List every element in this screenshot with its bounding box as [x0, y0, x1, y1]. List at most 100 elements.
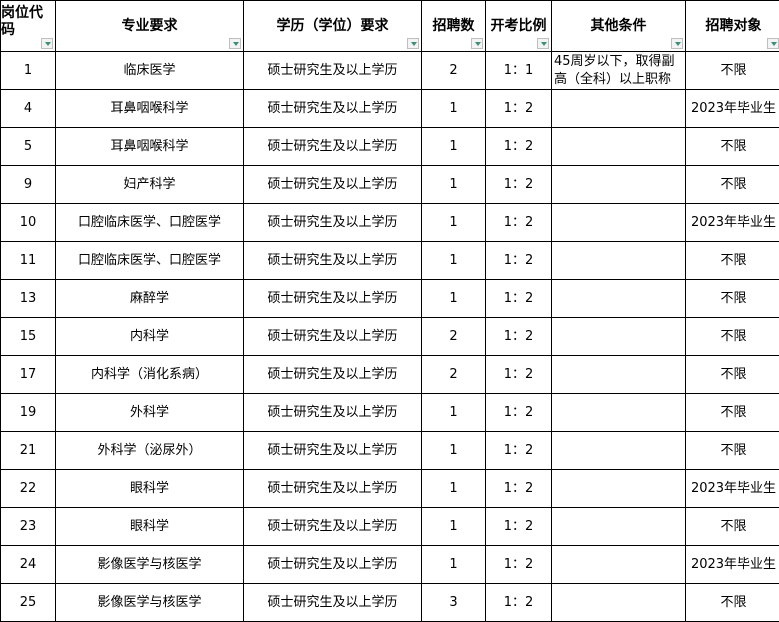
cell-code[interactable]: 17 — [1, 356, 56, 394]
cell-ratio[interactable]: 1：2 — [486, 356, 552, 394]
cell-other[interactable] — [552, 128, 686, 166]
cell-edu[interactable]: 硕士研究生及以上学历 — [244, 280, 422, 318]
cell-edu[interactable]: 硕士研究生及以上学历 — [244, 508, 422, 546]
cell-other[interactable]: 45周岁以下，取得副高（全科）以上职称 — [552, 52, 686, 90]
cell-target[interactable]: 不限 — [686, 356, 779, 394]
cell-code[interactable]: 1 — [1, 52, 56, 90]
cell-ratio[interactable]: 1：2 — [486, 318, 552, 356]
cell-count[interactable]: 1 — [422, 204, 486, 242]
cell-major[interactable]: 眼科学 — [56, 470, 244, 508]
cell-count[interactable]: 1 — [422, 508, 486, 546]
cell-code[interactable]: 13 — [1, 280, 56, 318]
cell-other[interactable] — [552, 242, 686, 280]
cell-edu[interactable]: 硕士研究生及以上学历 — [244, 52, 422, 90]
cell-target[interactable]: 不限 — [686, 128, 779, 166]
cell-ratio[interactable]: 1：2 — [486, 508, 552, 546]
cell-edu[interactable]: 硕士研究生及以上学历 — [244, 470, 422, 508]
cell-target[interactable]: 2023年毕业生 — [686, 90, 779, 128]
cell-other[interactable] — [552, 584, 686, 622]
cell-other[interactable] — [552, 90, 686, 128]
cell-ratio[interactable]: 1：1 — [486, 52, 552, 90]
cell-count[interactable]: 3 — [422, 584, 486, 622]
cell-code[interactable]: 22 — [1, 470, 56, 508]
cell-major[interactable]: 耳鼻咽喉科学 — [56, 90, 244, 128]
cell-count[interactable]: 1 — [422, 90, 486, 128]
cell-edu[interactable]: 硕士研究生及以上学历 — [244, 356, 422, 394]
cell-ratio[interactable]: 1：2 — [486, 242, 552, 280]
cell-ratio[interactable]: 1：2 — [486, 166, 552, 204]
cell-target[interactable]: 2023年毕业生 — [686, 470, 779, 508]
cell-ratio[interactable]: 1：2 — [486, 90, 552, 128]
cell-major[interactable]: 麻醉学 — [56, 280, 244, 318]
cell-major[interactable]: 影像医学与核医学 — [56, 546, 244, 584]
cell-target[interactable]: 不限 — [686, 242, 779, 280]
filter-dropdown-icon[interactable] — [229, 38, 241, 49]
cell-edu[interactable]: 硕士研究生及以上学历 — [244, 166, 422, 204]
cell-edu[interactable]: 硕士研究生及以上学历 — [244, 128, 422, 166]
cell-code[interactable]: 15 — [1, 318, 56, 356]
cell-code[interactable]: 9 — [1, 166, 56, 204]
cell-other[interactable] — [552, 394, 686, 432]
cell-edu[interactable]: 硕士研究生及以上学历 — [244, 318, 422, 356]
cell-edu[interactable]: 硕士研究生及以上学历 — [244, 204, 422, 242]
filter-dropdown-icon[interactable] — [407, 38, 419, 49]
cell-target[interactable]: 不限 — [686, 318, 779, 356]
cell-other[interactable] — [552, 508, 686, 546]
cell-edu[interactable]: 硕士研究生及以上学历 — [244, 242, 422, 280]
cell-count[interactable]: 2 — [422, 356, 486, 394]
cell-other[interactable] — [552, 356, 686, 394]
cell-count[interactable]: 1 — [422, 470, 486, 508]
cell-major[interactable]: 临床医学 — [56, 52, 244, 90]
cell-code[interactable]: 24 — [1, 546, 56, 584]
cell-target[interactable]: 2023年毕业生 — [686, 546, 779, 584]
cell-code[interactable]: 21 — [1, 432, 56, 470]
cell-edu[interactable]: 硕士研究生及以上学历 — [244, 394, 422, 432]
filter-dropdown-icon[interactable] — [767, 38, 779, 49]
cell-count[interactable]: 2 — [422, 52, 486, 90]
cell-code[interactable]: 25 — [1, 584, 56, 622]
cell-major[interactable]: 外科学 — [56, 394, 244, 432]
cell-code[interactable]: 19 — [1, 394, 56, 432]
cell-target[interactable]: 不限 — [686, 432, 779, 470]
cell-major[interactable]: 耳鼻咽喉科学 — [56, 128, 244, 166]
cell-major[interactable]: 口腔临床医学、口腔医学 — [56, 242, 244, 280]
cell-count[interactable]: 1 — [422, 394, 486, 432]
cell-target[interactable]: 不限 — [686, 584, 779, 622]
cell-count[interactable]: 1 — [422, 432, 486, 470]
cell-major[interactable]: 眼科学 — [56, 508, 244, 546]
cell-code[interactable]: 5 — [1, 128, 56, 166]
cell-target[interactable]: 不限 — [686, 508, 779, 546]
cell-target[interactable]: 不限 — [686, 52, 779, 90]
cell-major[interactable]: 内科学 — [56, 318, 244, 356]
cell-ratio[interactable]: 1：2 — [486, 128, 552, 166]
cell-major[interactable]: 影像医学与核医学 — [56, 584, 244, 622]
cell-count[interactable]: 1 — [422, 128, 486, 166]
filter-dropdown-icon[interactable] — [671, 38, 683, 49]
cell-target[interactable]: 不限 — [686, 394, 779, 432]
cell-other[interactable] — [552, 546, 686, 584]
cell-edu[interactable]: 硕士研究生及以上学历 — [244, 546, 422, 584]
cell-major[interactable]: 外科学（泌尿外） — [56, 432, 244, 470]
cell-ratio[interactable]: 1：2 — [486, 432, 552, 470]
cell-edu[interactable]: 硕士研究生及以上学历 — [244, 432, 422, 470]
cell-code[interactable]: 11 — [1, 242, 56, 280]
cell-ratio[interactable]: 1：2 — [486, 280, 552, 318]
filter-dropdown-icon[interactable] — [471, 38, 483, 49]
cell-target[interactable]: 不限 — [686, 280, 779, 318]
cell-ratio[interactable]: 1：2 — [486, 470, 552, 508]
cell-count[interactable]: 1 — [422, 280, 486, 318]
cell-count[interactable]: 1 — [422, 166, 486, 204]
cell-edu[interactable]: 硕士研究生及以上学历 — [244, 584, 422, 622]
cell-code[interactable]: 10 — [1, 204, 56, 242]
cell-count[interactable]: 2 — [422, 318, 486, 356]
cell-major[interactable]: 妇产科学 — [56, 166, 244, 204]
cell-target[interactable]: 2023年毕业生 — [686, 204, 779, 242]
cell-edu[interactable]: 硕士研究生及以上学历 — [244, 90, 422, 128]
cell-other[interactable] — [552, 166, 686, 204]
cell-ratio[interactable]: 1：2 — [486, 394, 552, 432]
cell-other[interactable] — [552, 432, 686, 470]
cell-code[interactable]: 23 — [1, 508, 56, 546]
cell-other[interactable] — [552, 470, 686, 508]
cell-code[interactable]: 4 — [1, 90, 56, 128]
cell-major[interactable]: 内科学（消化系病） — [56, 356, 244, 394]
